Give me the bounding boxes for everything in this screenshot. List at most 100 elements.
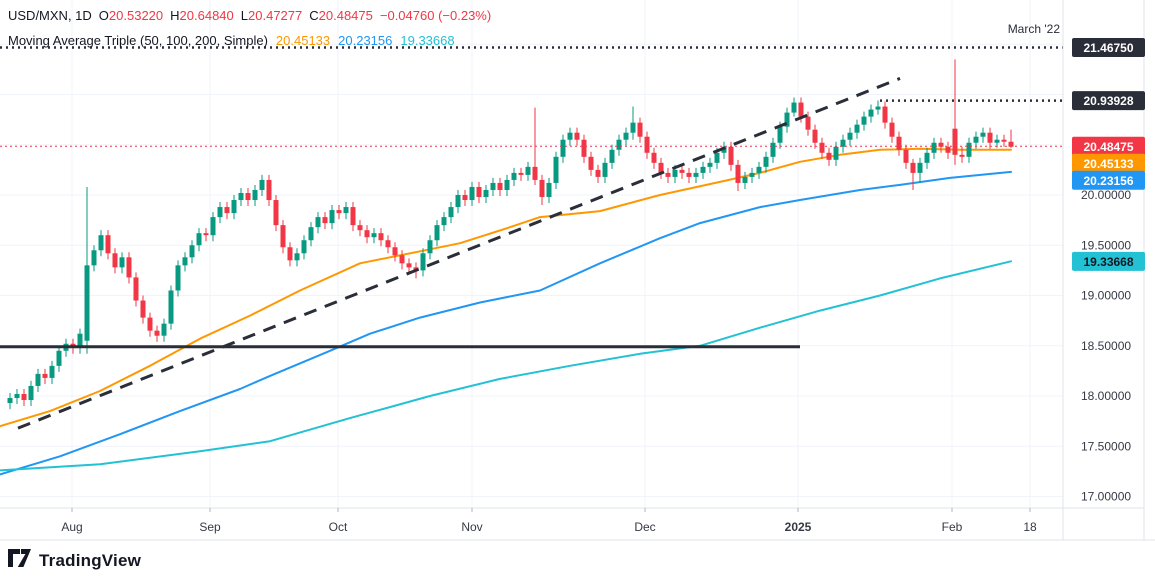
candle[interactable] — [84, 186, 90, 354]
candle[interactable] — [742, 171, 748, 189]
candle[interactable] — [371, 228, 377, 244]
candle[interactable] — [546, 177, 552, 204]
candle[interactable] — [917, 157, 923, 183]
candle[interactable] — [791, 97, 797, 117]
candle[interactable] — [511, 167, 517, 186]
candle[interactable] — [483, 184, 489, 204]
candle[interactable] — [378, 228, 384, 247]
candle[interactable] — [175, 260, 181, 297]
candle[interactable] — [427, 235, 433, 260]
candle[interactable] — [112, 248, 118, 274]
candle[interactable] — [749, 167, 755, 183]
ma-line-200[interactable] — [0, 260, 1012, 472]
candle[interactable] — [147, 312, 153, 337]
candle[interactable] — [1001, 134, 1007, 147]
candle[interactable] — [707, 157, 713, 173]
candle[interactable] — [756, 161, 762, 179]
candle[interactable] — [910, 158, 916, 190]
candle[interactable] — [154, 325, 160, 342]
candle[interactable] — [497, 177, 503, 197]
candle[interactable] — [126, 252, 132, 284]
candle[interactable] — [364, 225, 370, 244]
candle[interactable] — [245, 187, 251, 207]
candle[interactable] — [763, 151, 769, 173]
candle[interactable] — [553, 151, 559, 189]
tradingview-logo-icon[interactable] — [8, 549, 31, 573]
candle[interactable] — [168, 285, 174, 330]
candle[interactable] — [308, 222, 314, 247]
candle[interactable] — [315, 212, 321, 234]
candle[interactable] — [504, 174, 510, 197]
candle[interactable] — [462, 189, 468, 207]
candle[interactable] — [287, 242, 293, 267]
candle[interactable] — [455, 189, 461, 214]
candle[interactable] — [434, 220, 440, 247]
candle[interactable] — [980, 127, 986, 143]
candle[interactable] — [217, 202, 223, 224]
candle[interactable] — [42, 368, 48, 384]
candle[interactable] — [616, 134, 622, 156]
candle[interactable] — [469, 181, 475, 207]
candle[interactable] — [119, 252, 125, 274]
time-axis[interactable]: Aug Sep Oct Nov Dec 2025 Feb 18 — [61, 508, 1037, 534]
candle[interactable] — [273, 195, 279, 232]
candle[interactable] — [322, 212, 328, 230]
candle[interactable] — [854, 119, 860, 139]
candle[interactable] — [525, 161, 531, 181]
ma-line-100[interactable] — [0, 170, 1012, 476]
candle[interactable] — [875, 100, 881, 115]
candle[interactable] — [665, 167, 671, 183]
candle[interactable] — [196, 228, 202, 252]
candle[interactable] — [847, 127, 853, 146]
candle[interactable] — [658, 157, 664, 179]
candle[interactable] — [448, 202, 454, 224]
candle[interactable] — [784, 107, 790, 133]
candle[interactable] — [259, 174, 265, 197]
candle[interactable] — [588, 151, 594, 176]
candle[interactable] — [133, 272, 139, 307]
candle[interactable] — [889, 117, 895, 143]
candle[interactable] — [735, 159, 741, 191]
candle[interactable] — [882, 101, 888, 129]
candle[interactable] — [399, 250, 405, 270]
candle[interactable] — [952, 59, 958, 165]
symbol-title[interactable]: USD/MXN, 1D — [8, 7, 92, 23]
candle[interactable] — [896, 131, 902, 156]
candle[interactable] — [329, 205, 335, 230]
candle[interactable] — [266, 174, 272, 207]
candle[interactable] — [602, 157, 608, 183]
candle[interactable] — [812, 124, 818, 149]
candle[interactable] — [700, 161, 706, 179]
candle[interactable] — [140, 295, 146, 324]
candle[interactable] — [945, 141, 951, 159]
candle[interactable] — [77, 328, 83, 354]
candle[interactable] — [420, 248, 426, 277]
candle[interactable] — [994, 134, 1000, 148]
candle[interactable] — [903, 144, 909, 169]
candle[interactable] — [826, 147, 832, 166]
candle[interactable] — [840, 134, 846, 153]
candle[interactable] — [56, 345, 62, 372]
candle[interactable] — [770, 137, 776, 163]
candle[interactable] — [161, 318, 167, 342]
candle[interactable] — [441, 212, 447, 232]
candle[interactable] — [14, 388, 20, 405]
candle[interactable] — [294, 248, 300, 267]
ma-line-50[interactable] — [0, 147, 1012, 428]
candle[interactable] — [476, 181, 482, 204]
candle[interactable] — [987, 127, 993, 149]
candle[interactable] — [567, 127, 573, 146]
candle[interactable] — [574, 127, 580, 146]
candle[interactable] — [560, 134, 566, 163]
candle[interactable] — [490, 177, 496, 197]
candle[interactable] — [21, 388, 27, 407]
candle[interactable] — [966, 137, 972, 163]
candle[interactable] — [637, 117, 643, 143]
candle[interactable] — [1008, 129, 1014, 148]
candle[interactable] — [805, 111, 811, 136]
candle[interactable] — [595, 164, 601, 183]
candle[interactable] — [301, 235, 307, 260]
candle[interactable] — [238, 187, 244, 207]
candle[interactable] — [231, 195, 237, 220]
